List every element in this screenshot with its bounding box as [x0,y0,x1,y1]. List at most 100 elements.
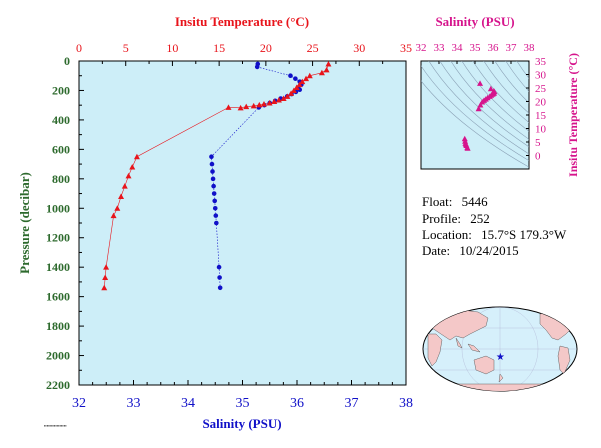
salinity-point [288,73,293,79]
ts-temperature-tick-label: 20 [535,97,547,109]
ts-salinity-tick-label: 32 [416,42,427,54]
temperature-tick-label: 5 [123,41,129,55]
temperature-tick-label: 35 [400,41,412,55]
temperature-point [288,90,295,96]
pressure-tick-label: 800 [52,172,70,186]
salinity-tick-label: 32 [72,396,86,411]
density-contour-line [421,65,529,161]
salinity-tick-label: 38 [399,396,413,411]
ts-point [475,105,482,112]
temperature-point [121,183,128,189]
float-location-star-icon: ★ [496,352,505,363]
temperature-point [256,101,263,108]
ts-point [462,138,469,144]
density-contour-line [516,61,529,79]
temperature-tick-label: 25 [307,41,319,55]
ts-temperature-label: Insitu Temperature (°C) [566,53,580,177]
ts-temperature-tick-label: 0 [535,151,541,163]
ts-salinity-label: Salinity (PSU) [435,14,514,29]
temperature-tick-label: 30 [353,41,365,55]
ts-plot-area [420,60,530,170]
temperature-point [125,172,132,179]
salinity-point [212,198,218,204]
map-india [455,337,463,349]
temperature-tick-label: 15 [213,41,225,55]
ts-temperature-tick-label: 15 [535,110,547,122]
salinity-axis-label: Salinity (PSU) [202,416,281,431]
pressure-axis-ticks: 0 200 400 600 800 1000 1200 1400 1600 1800 2000 220… [46,54,84,392]
ts-salinity-ticks: 32 33 34 35 36 37 38 [416,42,536,64]
pressure-tick-label: 1200 [46,231,70,245]
ts-point [477,80,484,86]
salinity-tick-label: 37 [345,396,359,411]
pressure-tick-label: 2200 [46,378,70,392]
salinity-point [212,205,218,211]
ts-temperature-tick-label: 25 [535,83,547,95]
temperature-point [323,66,330,73]
map-new-zealand [498,373,504,383]
salinity-point [217,275,222,280]
pressure-tick-label: 2000 [46,349,70,363]
density-contour-line [527,61,529,64]
ts-salinity-tick-label: 38 [524,42,536,54]
temperature-point [266,99,273,106]
ts-temperature-tick-label: 5 [535,137,541,149]
density-contour-line [439,61,529,148]
salinity-point [216,264,222,270]
float-info-line: Float: 5446 [422,194,488,210]
temperature-point [103,264,110,270]
density-contour-line [505,61,529,92]
pressure-tick-label: 1800 [46,319,70,333]
temperature-point [225,104,232,110]
salinity-point [209,154,214,160]
salinity-point [217,285,223,291]
temperature-point [290,87,297,93]
temperature-point [318,69,325,76]
salinity-point [213,213,219,218]
temperature-point [118,193,125,199]
ts-markers [461,80,498,151]
density-contour-line [421,80,529,168]
map-australia [473,355,495,375]
temperature-point [114,205,121,211]
temperature-point [299,78,306,85]
temperature-point [306,72,313,79]
pressure-tick-label: 0 [64,54,70,68]
ts-temperature-tick-label: 10 [535,124,547,136]
profile-chart: 0 5 10 15 20 25 30 35 32 33 34 35 36 37 38 0 200 400 600… [17,14,413,431]
ts-salinity-tick-label: 37 [506,42,518,54]
temperature-point [243,103,250,110]
profile-plot-area [78,60,407,386]
salinity-profile-line [211,63,302,288]
density-contour-line [428,61,529,155]
location-info-line: Location: 15.7°S 179.3°W [422,227,566,243]
location-value: 15.7°S 179.3°W [481,227,567,242]
pressure-tick-label: 400 [52,113,70,127]
temperature-point [325,61,332,67]
temperature-tick-label: 0 [76,41,82,55]
ts-temperature-tick-label: 35 [535,56,547,68]
profile-value: 252 [470,211,490,226]
temperature-tick-label: 20 [260,41,272,55]
temperature-point [250,102,257,109]
density-contour-line [461,61,529,132]
salinity-tick-label: 33 [127,396,141,411]
profile-info-line: Profile: 252 [422,211,490,227]
density-contour-line [472,61,529,123]
density-contour-line [494,61,529,104]
temperature-markers [101,61,332,291]
world-map: ★ [422,306,578,392]
ts-point [461,135,468,142]
pressure-axis-label: Pressure (decibar) [17,172,32,274]
salinity-point [210,176,216,182]
date-label: Date: [422,243,451,258]
profile-label: Profile: [422,211,461,226]
small-footer-code: ▪▪▪▪▪▪▪▪▪▪▪▪▪▪▪▪ [44,423,67,428]
temperature-point [102,274,109,280]
salinity-point [293,76,298,81]
ts-point [464,145,471,151]
salinity-tick-label: 36 [290,396,304,411]
